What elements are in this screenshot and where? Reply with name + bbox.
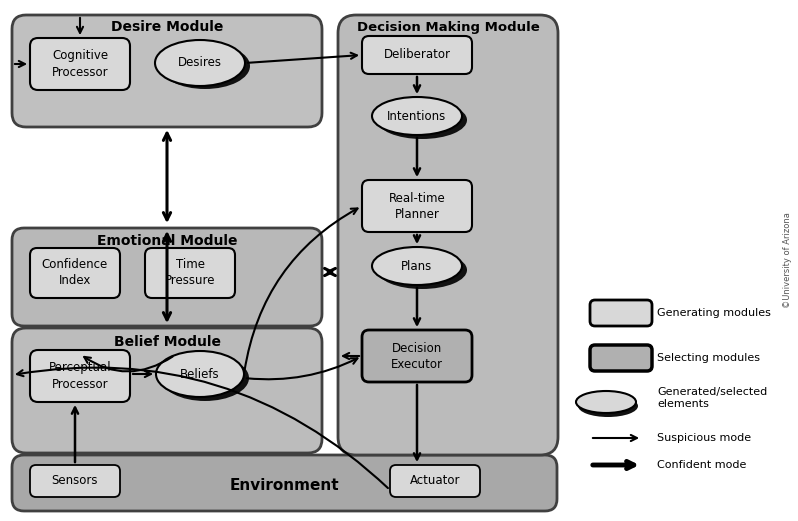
Ellipse shape [372, 247, 462, 285]
Text: Generated/selected
elements: Generated/selected elements [657, 387, 767, 409]
Text: Real-time
Planner: Real-time Planner [389, 192, 445, 220]
Ellipse shape [576, 391, 636, 413]
Ellipse shape [377, 251, 467, 289]
FancyBboxPatch shape [30, 465, 120, 497]
FancyBboxPatch shape [362, 36, 472, 74]
Text: Beliefs: Beliefs [180, 367, 219, 380]
Text: Desire Module: Desire Module [111, 20, 223, 34]
Text: Sensors: Sensors [52, 475, 98, 488]
FancyBboxPatch shape [145, 248, 235, 298]
Text: Confident mode: Confident mode [657, 460, 746, 470]
FancyBboxPatch shape [590, 300, 652, 326]
FancyBboxPatch shape [338, 15, 558, 455]
FancyBboxPatch shape [390, 465, 480, 497]
Text: Deliberator: Deliberator [384, 48, 451, 61]
Ellipse shape [155, 40, 245, 86]
FancyBboxPatch shape [12, 328, 322, 453]
Text: Generating modules: Generating modules [657, 308, 771, 318]
FancyBboxPatch shape [12, 228, 322, 326]
Text: Environment: Environment [230, 478, 339, 492]
Text: Cognitive
Processor: Cognitive Processor [52, 49, 109, 79]
Text: Actuator: Actuator [409, 475, 460, 488]
FancyBboxPatch shape [362, 330, 472, 382]
Ellipse shape [161, 355, 249, 401]
Text: Selecting modules: Selecting modules [657, 353, 760, 363]
Text: Intentions: Intentions [387, 109, 447, 122]
FancyBboxPatch shape [590, 345, 652, 371]
FancyBboxPatch shape [12, 455, 557, 511]
Text: Decision Making Module: Decision Making Module [357, 21, 539, 34]
Text: Belief Module: Belief Module [113, 335, 220, 349]
Ellipse shape [156, 351, 244, 397]
FancyBboxPatch shape [30, 350, 130, 402]
Ellipse shape [372, 97, 462, 135]
FancyBboxPatch shape [30, 248, 120, 298]
Text: Perceptual
Processor: Perceptual Processor [49, 362, 111, 391]
Text: Suspicious mode: Suspicious mode [657, 433, 751, 443]
Text: ©University of Arizona: ©University of Arizona [783, 212, 792, 308]
Ellipse shape [578, 395, 638, 417]
Text: Emotional Module: Emotional Module [97, 234, 237, 248]
FancyBboxPatch shape [30, 38, 130, 90]
Ellipse shape [377, 101, 467, 139]
FancyBboxPatch shape [12, 15, 322, 127]
Text: Desires: Desires [178, 56, 222, 69]
Text: Plans: Plans [401, 259, 433, 272]
Text: Decision
Executor: Decision Executor [391, 341, 443, 370]
Ellipse shape [160, 43, 250, 89]
Text: Time
Pressure: Time Pressure [164, 258, 215, 288]
Text: Confidence
Index: Confidence Index [41, 258, 108, 288]
FancyBboxPatch shape [362, 180, 472, 232]
